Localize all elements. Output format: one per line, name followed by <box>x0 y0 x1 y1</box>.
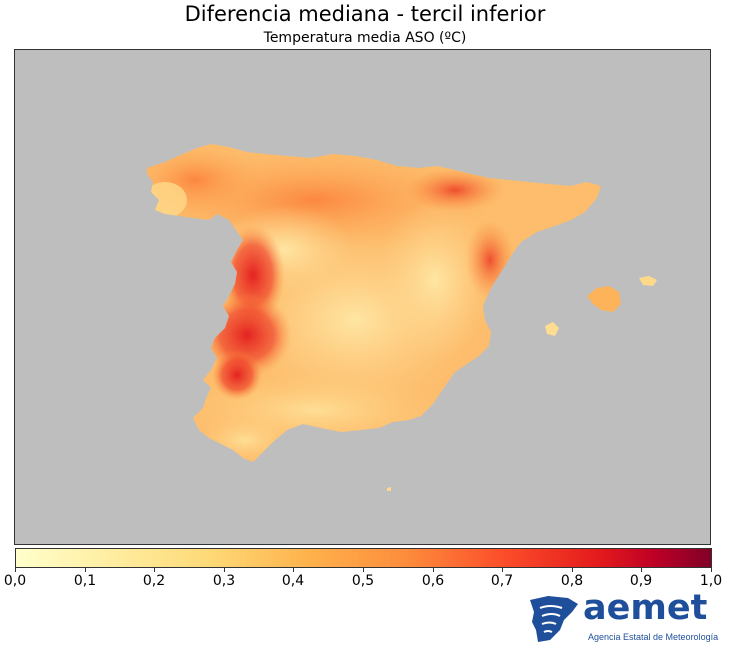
map-panel <box>14 49 711 545</box>
colorbar-tick-label: 0,5 <box>351 573 375 589</box>
colorbar-tick-mark <box>711 568 712 572</box>
aemet-logo: aemet Agencia Estatal de Meteorología <box>526 588 724 648</box>
colorbar-tick-label: 0,0 <box>3 573 27 589</box>
colorbar-tick-mark <box>433 568 434 572</box>
colorbar <box>15 548 712 568</box>
colorbar-tick-mark <box>572 568 573 572</box>
island-menorca <box>639 276 657 286</box>
colorbar-tick-label: 0,3 <box>212 573 236 589</box>
island-alboran <box>387 487 391 491</box>
colorbar-tick-mark <box>293 568 294 572</box>
aemet-wordmark: aemet <box>583 588 708 628</box>
colorbar-tick-label: 1,0 <box>699 573 723 589</box>
spain-temperature-map <box>147 144 657 491</box>
temperature-field <box>147 144 515 462</box>
colorbar-tick-mark <box>85 568 86 572</box>
colorbar-tick-mark <box>15 568 16 572</box>
colorbar-tick-mark <box>224 568 225 572</box>
colorbar-tick-label: 0,2 <box>142 573 166 589</box>
colorbar-tick-mark <box>154 568 155 572</box>
island-mallorca <box>587 286 621 312</box>
aemet-emblem-icon <box>530 596 578 642</box>
colorbar-tick-label: 0,1 <box>73 573 97 589</box>
colorbar-tick-label: 0,8 <box>560 573 584 589</box>
colorbar-tick-mark <box>641 568 642 572</box>
colorbar-tick-mark <box>502 568 503 572</box>
colorbar-tick-label: 0,9 <box>629 573 653 589</box>
colorbar-tick-label: 0,4 <box>281 573 305 589</box>
colorbar-tick-label: 0,7 <box>490 573 514 589</box>
map-title: Diferencia mediana - tercil inferior <box>184 2 546 26</box>
aemet-agency-name: Agencia Estatal de Meteorología <box>588 632 719 642</box>
island-ibiza <box>545 322 559 336</box>
map-subtitle: Temperatura media ASO (ºC) <box>263 30 467 46</box>
colorbar-tick-label: 0,6 <box>421 573 445 589</box>
colorbar-tick-mark <box>363 568 364 572</box>
